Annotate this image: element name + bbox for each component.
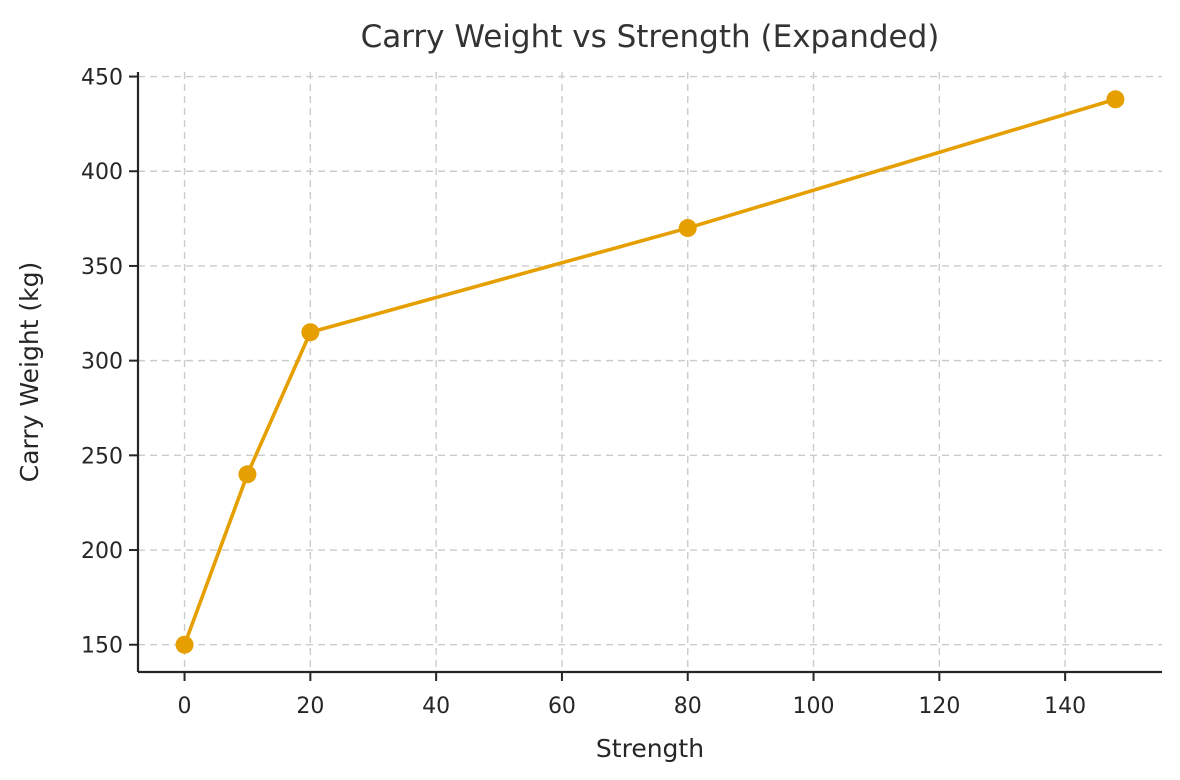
x-tick-label: 20 (296, 694, 324, 719)
x-tick-label: 40 (422, 694, 450, 719)
y-tick-label: 150 (81, 634, 123, 659)
data-point (301, 323, 320, 342)
y-tick-label: 250 (81, 444, 123, 469)
data-point (678, 219, 697, 238)
data-series (175, 90, 1125, 654)
x-tick-label: 0 (178, 694, 192, 719)
y-tick-label: 200 (81, 539, 123, 564)
x-tick-label: 80 (674, 694, 702, 719)
y-tick-label: 300 (81, 350, 123, 375)
y-tick-label: 350 (81, 255, 123, 280)
y-tick-label: 400 (81, 160, 123, 185)
axes (129, 72, 1162, 681)
x-tick-label: 100 (793, 694, 835, 719)
y-axis-label: Carry Weight (kg) (15, 262, 44, 483)
data-point (175, 635, 194, 654)
data-point (238, 465, 257, 484)
series-line (182, 97, 1118, 647)
grid-lines (138, 72, 1162, 672)
y-tick-label: 450 (81, 66, 123, 91)
data-point (1106, 90, 1125, 109)
x-tick-label: 140 (1044, 694, 1086, 719)
tick-labels: 0 20 40 60 80 100 120 140 150 200 250 300 350 400 450 (81, 66, 1086, 719)
x-tick-label: 120 (918, 694, 960, 719)
chart-title: Carry Weight vs Strength (Expanded) (361, 19, 940, 55)
x-tick-label: 60 (548, 694, 576, 719)
x-axis-label: Strength (596, 734, 704, 763)
